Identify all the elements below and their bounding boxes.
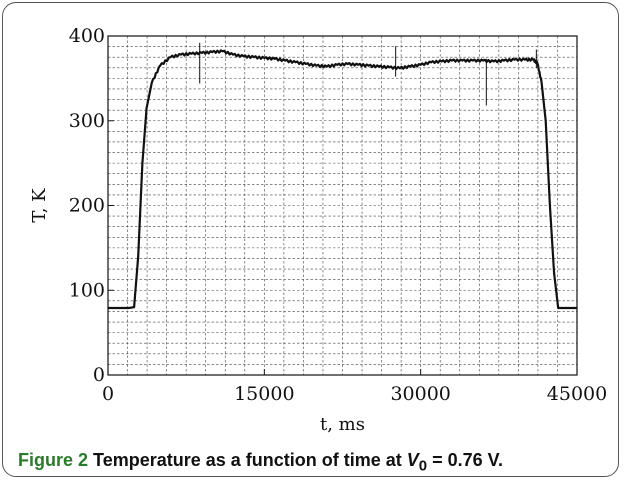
y-tick-label: 200 [69,195,105,217]
caption-text-after: = 0.76 V. [427,450,504,470]
x-tick-label: 0 [102,383,114,405]
figure-frame [2,2,619,477]
series-layer [108,42,577,310]
y-axis-label: T, K [29,188,50,223]
x-tick-label: 45000 [547,383,607,405]
x-tick-label: 15000 [234,383,294,405]
caption-text-before: Temperature as a function of time at [93,450,407,470]
caption-text: Temperature as a function of time at V0 … [93,450,504,475]
y-tick-label: 100 [69,279,105,301]
y-tick-label: 0 [93,364,105,386]
grid [108,36,577,375]
caption-label: Figure 2 [18,450,89,470]
y-tick-label: 400 [69,25,105,47]
y-tick-label: 300 [69,110,105,132]
caption-subscript: 0 [418,457,428,475]
tick-marks [107,35,578,376]
caption-variable: V [406,450,419,470]
tick-labels: 0 15000 30000 45000 0 100 200 300 400 [69,25,607,405]
figure-caption: Figure 2 Temperature as a function of ti… [18,450,608,475]
x-tick-label: 30000 [390,383,450,405]
x-axis-label: t, ms [320,414,365,435]
series-line [108,49,577,310]
